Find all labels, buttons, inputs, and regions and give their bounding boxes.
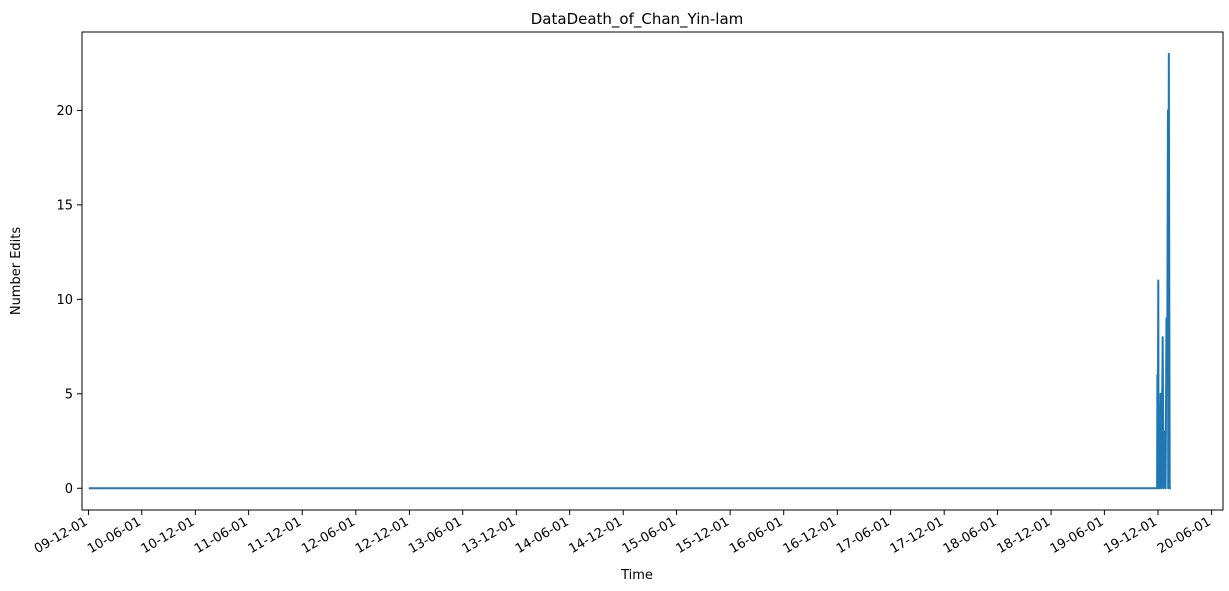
x-tick-label: 11-06-01: [192, 514, 251, 556]
plot-area: [88, 52, 1171, 490]
x-tick-label: 12-06-01: [299, 514, 358, 556]
x-tick-label: 10-12-01: [139, 514, 198, 556]
y-tick-label: 0: [65, 482, 73, 497]
y-tick-label: 5: [65, 387, 73, 402]
x-tick-label: 17-06-01: [834, 514, 893, 556]
x-tick-label: 14-12-01: [567, 514, 626, 556]
x-tick-label: 19-06-01: [1048, 514, 1107, 556]
x-tick-label: 13-12-01: [460, 514, 519, 556]
x-tick-label: 20-06-01: [1155, 514, 1214, 556]
x-tick-label: 17-12-01: [888, 514, 947, 556]
x-axis-label: Time: [620, 568, 653, 583]
x-tick-label: 11-12-01: [246, 514, 305, 556]
x-tick-label: 12-12-01: [353, 514, 412, 556]
x-tick-label: 15-06-01: [620, 514, 679, 556]
chart-title: DataDeath_of_Chan_Yin-lam: [531, 10, 744, 29]
x-tick-label: 15-12-01: [674, 514, 733, 556]
x-tick-label: 16-06-01: [727, 514, 786, 556]
y-axis: 0 5 10 15 20: [56, 104, 82, 497]
x-tick-label: 16-12-01: [781, 514, 840, 556]
y-tick-label: 15: [56, 198, 73, 213]
y-axis-label: Number Edits: [9, 227, 24, 316]
y-tick-label: 20: [56, 104, 73, 119]
y-tick-label: 10: [56, 293, 73, 308]
x-axis: 09-12-0110-06-0110-12-0111-06-0111-12-01…: [32, 510, 1214, 557]
x-tick-label: 18-12-01: [994, 514, 1053, 556]
x-tick-label: 14-06-01: [513, 514, 572, 556]
x-tick-label: 19-12-01: [1101, 514, 1160, 556]
x-tick-label: 18-06-01: [941, 514, 1000, 556]
series-line: [88, 52, 1171, 490]
x-tick-label: 10-06-01: [85, 514, 144, 556]
x-tick-label: 13-06-01: [406, 514, 465, 556]
x-tick-label: 09-12-01: [32, 514, 91, 556]
plot-frame: [81, 31, 1224, 511]
